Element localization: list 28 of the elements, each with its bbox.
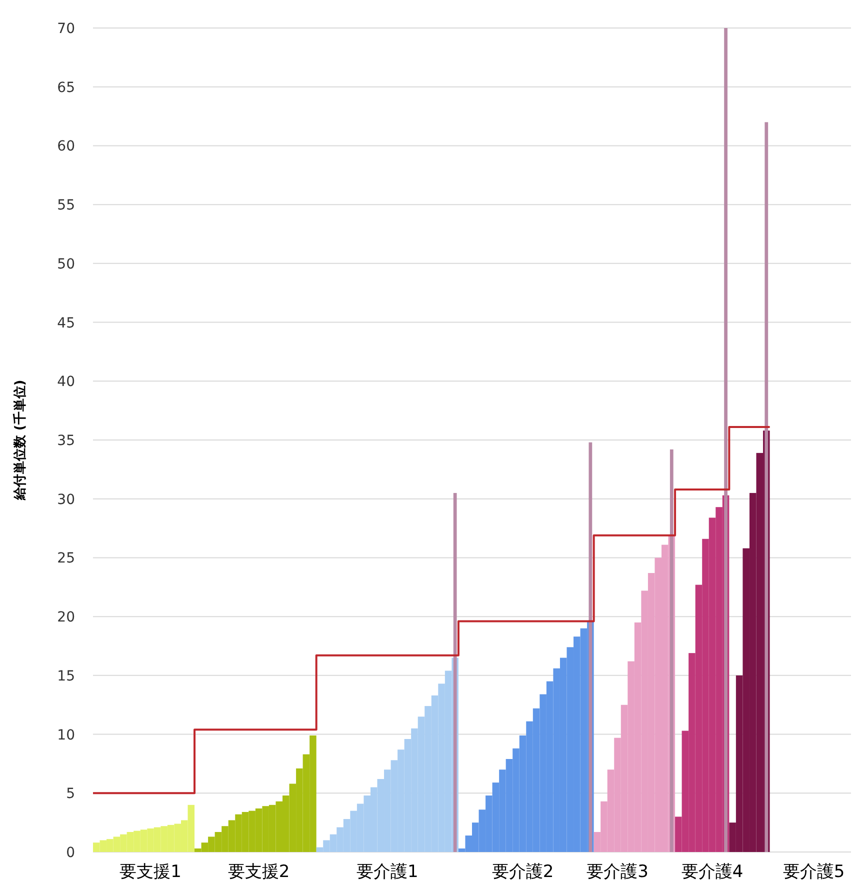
y-tick-label: 55 (57, 198, 75, 214)
y-tick-label: 35 (57, 433, 75, 449)
y-tick-label: 5 (66, 786, 75, 802)
bar (453, 492, 457, 852)
y-axis-title: 給付単位数 (千単位) (12, 380, 28, 502)
y-tick-label: 20 (57, 610, 75, 626)
y-tick-label: 70 (57, 21, 75, 37)
x-tick-label: 要介護1 (356, 862, 418, 882)
x-tick-label: 要介護2 (492, 862, 554, 882)
y-tick-label: 65 (57, 80, 75, 96)
bar (670, 449, 674, 852)
bar (724, 28, 728, 852)
y-tick-label: 30 (57, 492, 75, 508)
x-tick-label: 要介護4 (681, 862, 744, 882)
x-tick-label: 要支援1 (120, 862, 182, 882)
y-tick-label: 50 (57, 256, 75, 272)
y-tick-label: 60 (57, 138, 75, 155)
x-tick-label: 要介護3 (586, 862, 648, 882)
x-tick-label: 要介護5 (782, 862, 845, 882)
bar (588, 442, 592, 852)
y-tick-label: 15 (57, 668, 75, 684)
bar (764, 122, 768, 852)
y-tick-label: 25 (57, 550, 75, 567)
x-tick-label: 要支援2 (228, 862, 290, 882)
y-tick-label: 0 (66, 845, 75, 861)
y-tick-label: 45 (57, 315, 75, 332)
y-tick-label: 10 (57, 727, 75, 744)
y-tick-label: 40 (57, 374, 75, 390)
